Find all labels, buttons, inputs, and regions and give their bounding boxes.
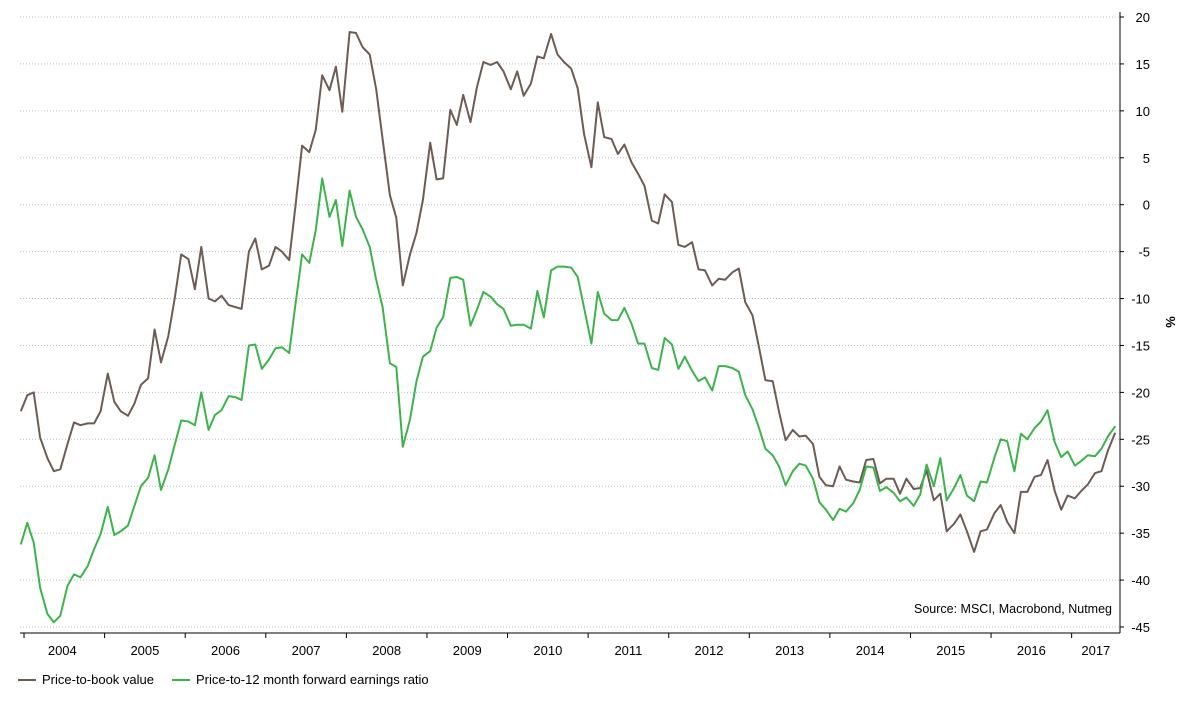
legend-label-price-to-book: Price-to-book value (42, 672, 154, 687)
legend-label-price-to-earnings: Price-to-12 month forward earnings ratio (196, 672, 429, 687)
y-tick-label: 0 (1143, 198, 1150, 213)
x-tick-label: 2007 (292, 643, 321, 658)
y-tick-label: 5 (1143, 151, 1150, 166)
source-annotation: Source: MSCI, Macrobond, Nutmeg (914, 602, 1112, 616)
y-tick-label: 15 (1136, 57, 1150, 72)
series-group (19, 31, 1117, 624)
y-tick-label: 10 (1136, 104, 1150, 119)
y-tick-label: -20 (1131, 385, 1150, 400)
legend-swatch-price-to-earnings (172, 678, 190, 681)
legend: Price-to-book value Price-to-12 month fo… (18, 672, 429, 687)
legend-item-price-to-book: Price-to-book value (18, 672, 154, 687)
y-tick-label: -45 (1131, 620, 1150, 635)
grid-lines (20, 16, 1120, 628)
y-tick-label: -35 (1131, 526, 1150, 541)
x-tick-label: 2013 (775, 643, 804, 658)
y-tick-label: -10 (1131, 292, 1150, 307)
x-tick-label: 2005 (130, 643, 159, 658)
legend-item-price-to-earnings: Price-to-12 month forward earnings ratio (172, 672, 429, 687)
x-tick-label: 2014 (856, 643, 885, 658)
x-tick-label: 2015 (936, 643, 965, 658)
x-tick-label: 2016 (1017, 643, 1046, 658)
x-tick-label: 2011 (614, 643, 642, 658)
x-tick-label: 2010 (533, 643, 562, 658)
axes (20, 12, 1121, 634)
y-tick-label: -40 (1131, 573, 1150, 588)
y-tick-label: -15 (1131, 338, 1150, 353)
price-to-book-line (19, 31, 1117, 553)
x-tick-label: 2004 (48, 643, 77, 658)
y-tick-label: -25 (1131, 432, 1150, 447)
x-tick-label: 2006 (211, 643, 240, 658)
legend-swatch-price-to-book (18, 678, 36, 681)
y-tick-group: 20 15 10 5 0 -5 -10 -15 -20 -25 -30 -35 -40 -45 (1120, 10, 1150, 635)
y-tick-label: -30 (1131, 479, 1150, 494)
x-tick-label: 2017 (1081, 643, 1110, 658)
x-tick-label: 2009 (453, 643, 482, 658)
y-axis-label: % (1163, 316, 1178, 328)
y-tick-label: 20 (1136, 10, 1150, 25)
x-tick-label: 2012 (695, 643, 724, 658)
price-to-earnings-line (19, 177, 1117, 624)
x-tick-label: 2008 (372, 643, 401, 658)
y-tick-label: -5 (1138, 245, 1150, 260)
x-tick-group: 2004 2005 2006 2007 2008 2009 2010 2011 2012 2013… (23, 633, 1110, 658)
